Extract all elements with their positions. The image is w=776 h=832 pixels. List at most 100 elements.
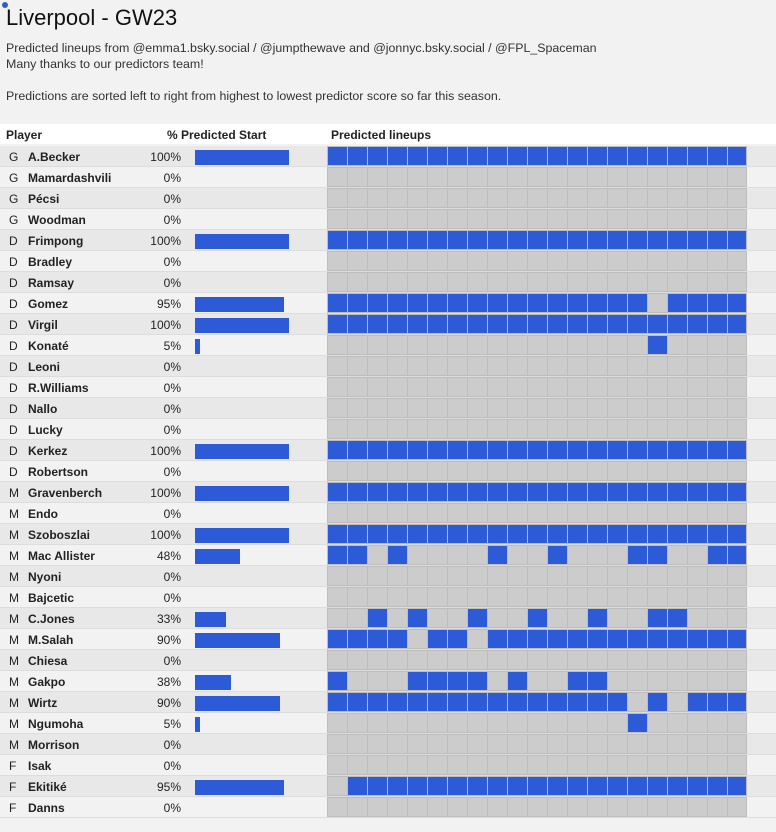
lineup-cell-empty <box>487 272 507 292</box>
lineup-cell-empty <box>467 461 487 481</box>
lineup-cell-empty <box>367 356 387 376</box>
lineup-cell-empty <box>527 272 547 292</box>
lineup-cell-empty <box>587 755 607 775</box>
table-row: D Robertson 0% <box>0 461 776 482</box>
predicted-start-pct: 0% <box>163 171 181 185</box>
lineup-cell-empty <box>427 734 447 754</box>
lineup-cell-empty <box>707 650 727 670</box>
lineup-cell-selected <box>687 692 707 712</box>
lineup-cell-empty <box>387 356 407 376</box>
lineup-cell-selected <box>507 440 527 460</box>
lineup-cell-selected <box>407 776 427 796</box>
lineup-cell-empty <box>487 209 507 229</box>
lineup-cell-empty <box>607 272 627 292</box>
lineup-cell-empty <box>427 209 447 229</box>
lineup-cell-selected <box>447 482 467 502</box>
lineup-cell-empty <box>487 713 507 733</box>
lineup-cell-empty <box>547 755 567 775</box>
player-info: M M.Salah 90% <box>0 629 327 649</box>
lineup-cell-empty <box>567 713 587 733</box>
lineup-cell-selected <box>427 440 447 460</box>
lineup-cell-empty <box>627 335 647 355</box>
lineup-cell-empty <box>467 734 487 754</box>
lineup-cell-empty <box>427 587 447 607</box>
lineup-cell-empty <box>387 650 407 670</box>
description-line <box>6 72 596 88</box>
lineup-cell-selected <box>647 692 667 712</box>
lineup-cell-empty <box>327 755 347 775</box>
table-row: D Virgil 100% <box>0 314 776 335</box>
table-row: F Isak 0% <box>0 755 776 776</box>
lineup-cell-empty <box>487 188 507 208</box>
player-info: G Woodman 0% <box>0 209 327 229</box>
lineup-cell-selected <box>707 482 727 502</box>
lineup-cell-empty <box>567 797 587 817</box>
lineup-cell-empty <box>687 587 707 607</box>
lineup-cell-empty <box>487 503 507 523</box>
lineup-cell-empty <box>627 377 647 397</box>
lineup-cell-selected <box>467 293 487 313</box>
lineup-cell-empty <box>607 797 627 817</box>
lineup-cell-selected <box>347 776 367 796</box>
lineup-cell-selected <box>587 146 607 166</box>
lineup-cell-empty <box>427 335 447 355</box>
lineup-grid <box>327 629 747 649</box>
lineup-cell-empty <box>647 272 667 292</box>
header-pct: % Predicted Start <box>167 128 267 142</box>
predicted-start-pct: 100% <box>150 528 181 542</box>
lineup-cell-empty <box>607 251 627 271</box>
lineup-cell-selected <box>407 230 427 250</box>
lineup-cell-empty <box>667 587 687 607</box>
predicted-start-pct: 100% <box>150 318 181 332</box>
lineup-cell-empty <box>487 251 507 271</box>
lineup-grid <box>327 293 747 313</box>
player-name: Pécsi <box>28 192 60 206</box>
lineup-cell-selected <box>527 293 547 313</box>
lineup-cell-selected <box>627 482 647 502</box>
lineup-cell-selected <box>647 335 667 355</box>
player-position: M <box>9 486 19 500</box>
lineup-cell-selected <box>347 545 367 565</box>
lineup-cell-selected <box>587 293 607 313</box>
lineup-cell-selected <box>447 230 467 250</box>
lineup-cell-empty <box>687 461 707 481</box>
lineup-cell-empty <box>667 251 687 271</box>
lineup-cell-empty <box>387 419 407 439</box>
lineup-cell-empty <box>667 734 687 754</box>
lineup-cell-selected <box>347 692 367 712</box>
lineup-cell-selected <box>527 146 547 166</box>
player-position: D <box>9 297 18 311</box>
status-dot <box>2 2 8 8</box>
lineup-cell-empty <box>367 797 387 817</box>
lineup-cell-empty <box>487 419 507 439</box>
lineup-cell-empty <box>467 377 487 397</box>
lineup-cell-empty <box>687 797 707 817</box>
lineup-cell-selected <box>347 314 367 334</box>
lineup-cell-selected <box>727 692 747 712</box>
lineup-cell-selected <box>727 146 747 166</box>
predicted-start-bar <box>195 297 284 312</box>
lineup-cell-selected <box>707 692 727 712</box>
lineup-cell-selected <box>707 314 727 334</box>
lineup-cell-selected <box>367 629 387 649</box>
lineup-cell-empty <box>387 671 407 691</box>
lineup-cell-selected <box>567 482 587 502</box>
predicted-start-pct: 0% <box>163 507 181 521</box>
lineup-cell-empty <box>427 398 447 418</box>
lineup-cell-selected <box>447 314 467 334</box>
lineup-cell-selected <box>627 293 647 313</box>
lineup-cell-selected <box>447 293 467 313</box>
lineup-cell-empty <box>727 272 747 292</box>
lineup-cell-empty <box>367 503 387 523</box>
lineup-cell-selected <box>407 482 427 502</box>
predicted-start-pct: 90% <box>156 633 181 647</box>
lineup-cell-selected <box>427 671 447 691</box>
lineup-cell-empty <box>647 356 667 376</box>
player-position: F <box>9 759 17 773</box>
lineup-cell-empty <box>327 251 347 271</box>
lineup-cell-empty <box>567 587 587 607</box>
lineup-cell-empty <box>447 377 467 397</box>
lineup-cell-empty <box>587 566 607 586</box>
lineup-cell-empty <box>707 272 727 292</box>
lineup-cell-selected <box>327 629 347 649</box>
